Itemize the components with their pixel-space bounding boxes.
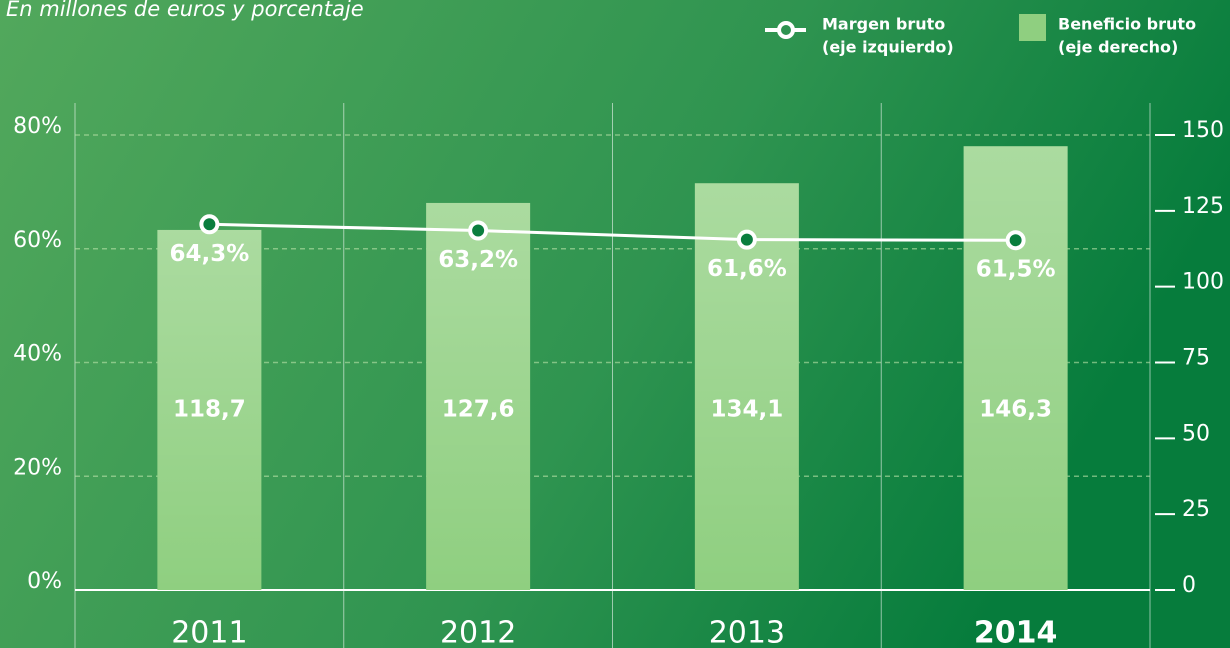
bar-shade [694, 183, 799, 591]
bar-shade [963, 146, 1068, 590]
legend-label: Margen bruto [822, 15, 945, 34]
line-point [1005, 230, 1026, 251]
bar-shade [157, 229, 262, 590]
line-value-label: 64,3% [169, 241, 249, 267]
legend-label: Beneficio bruto [1058, 15, 1196, 34]
x-tick-label: 2011 [171, 616, 247, 648]
line-value-label: 63,2% [438, 247, 518, 273]
y2-tick-label: 50 [1182, 421, 1210, 446]
x-tick-label: 2013 [709, 616, 785, 648]
y2-tick-label: 25 [1182, 497, 1210, 522]
line-point [199, 214, 220, 235]
line-value-label: 61,6% [707, 256, 787, 282]
y2-tick-label: 100 [1182, 270, 1224, 295]
y-tick-label: 80% [13, 114, 62, 139]
bar-value-label: 134,1 [710, 397, 783, 423]
bar-value-label: 146,3 [979, 397, 1052, 423]
y-tick-label: 60% [13, 228, 62, 253]
legend-swatch [1019, 14, 1046, 41]
legend-note: (eje derecho) [1058, 38, 1178, 57]
legend-marker [777, 21, 795, 39]
bar-value-label: 118,7 [173, 397, 246, 423]
line-point [468, 220, 489, 241]
y-tick-label: 20% [13, 455, 62, 480]
y2-tick-label: 0 [1182, 573, 1196, 598]
bar-shade [426, 202, 531, 591]
line-value-label: 61,5% [976, 257, 1056, 283]
legend-note: (eje izquierdo) [822, 38, 954, 57]
bar-value-label: 127,6 [442, 397, 515, 423]
line [209, 222, 1016, 242]
y2-tick-label: 150 [1182, 118, 1224, 143]
x-tick-label: 2014 [974, 616, 1058, 648]
line-point [736, 229, 757, 250]
x-tick-label: 2012 [440, 616, 516, 648]
y-tick-label: 0% [27, 569, 62, 594]
y-tick-label: 40% [13, 342, 62, 367]
y2-tick-label: 75 [1182, 346, 1210, 371]
subtitle: En millones de euros y porcentaje [6, 0, 364, 21]
y2-tick-label: 125 [1182, 194, 1224, 219]
